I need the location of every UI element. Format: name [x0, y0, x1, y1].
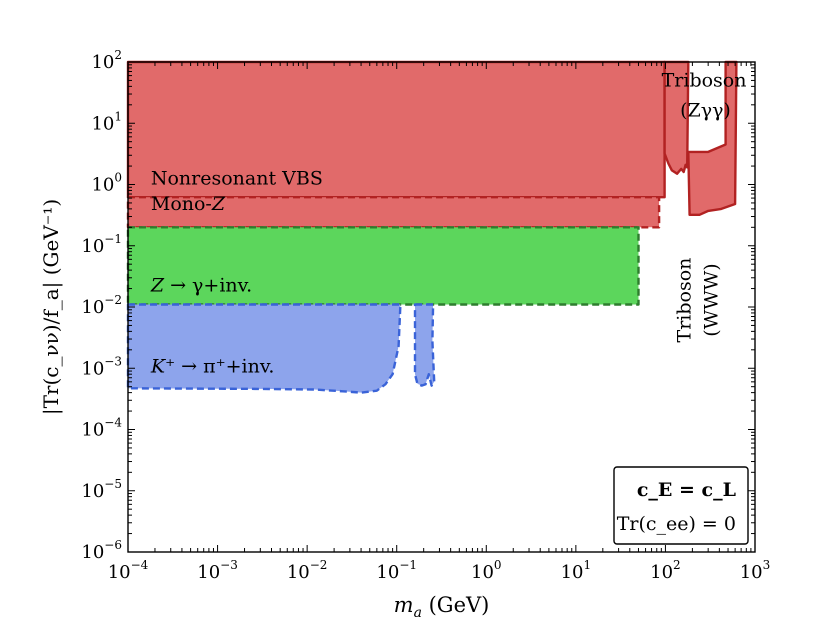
annotation-1: Mono-Z [151, 193, 226, 215]
y-tick-label: 10−6 [81, 538, 122, 563]
annotation-7: (WWW) [700, 263, 722, 336]
annotation-5: (Zγγ) [680, 99, 731, 121]
y-tick-label: 102 [91, 48, 122, 73]
y-tick-label: 10−1 [81, 232, 122, 257]
annotation-0: Nonresonant VBS [151, 168, 323, 190]
annotation-3: K⁺ → π⁺+inv. [150, 356, 274, 378]
y-tick-label: 101 [91, 109, 122, 134]
region-3 [687, 60, 738, 217]
x-tick-label: 102 [650, 558, 681, 583]
annotation-2: Z → γ+inv. [150, 274, 252, 296]
condition-box-frame [613, 466, 749, 545]
region-5 [126, 303, 402, 394]
annotation-4: Triboson [662, 69, 747, 91]
condition-line-2: Tr(c_ee) = 0 [617, 513, 736, 535]
x-tick-label: 10−1 [376, 558, 417, 583]
y-tick-label: 10−3 [81, 354, 122, 379]
x-tick-label: 100 [471, 558, 502, 583]
x-tick-label: 10−3 [197, 558, 238, 583]
annotation-6: Triboson [673, 258, 695, 343]
region-2 [663, 60, 690, 175]
y-tick-label: 100 [91, 171, 122, 196]
y-tick-label: 10−4 [81, 416, 122, 441]
tick-labels: 10−4 10−3 10−2 10−1 100 101 102 103 10−6 10−5 10−4… [81, 48, 770, 583]
condition-line-1: c_E = c_L [637, 479, 736, 501]
x-tick-label: 10−4 [108, 558, 149, 583]
x-axis-label: ma (GeV) [394, 593, 490, 621]
region-annotations: Nonresonant VBS Mono-Z Z → γ+inv. K⁺ → π⁺+i… [150, 69, 747, 377]
x-tick-label: 10−2 [287, 558, 328, 583]
y-axis-label: |Tr(c_νν)/f_a| (GeV⁻¹) [39, 199, 64, 415]
x-tick-label: 101 [561, 558, 592, 583]
y-tick-label: 10−2 [81, 293, 122, 318]
axis-ticks [127, 62, 755, 553]
condition-box: c_E = c_L Tr(c_ee) = 0 [613, 466, 749, 545]
y-tick-label: 10−5 [81, 477, 122, 502]
x-tick-label: 103 [740, 558, 771, 583]
exclusion-regions [126, 60, 738, 394]
region-6 [413, 303, 436, 387]
